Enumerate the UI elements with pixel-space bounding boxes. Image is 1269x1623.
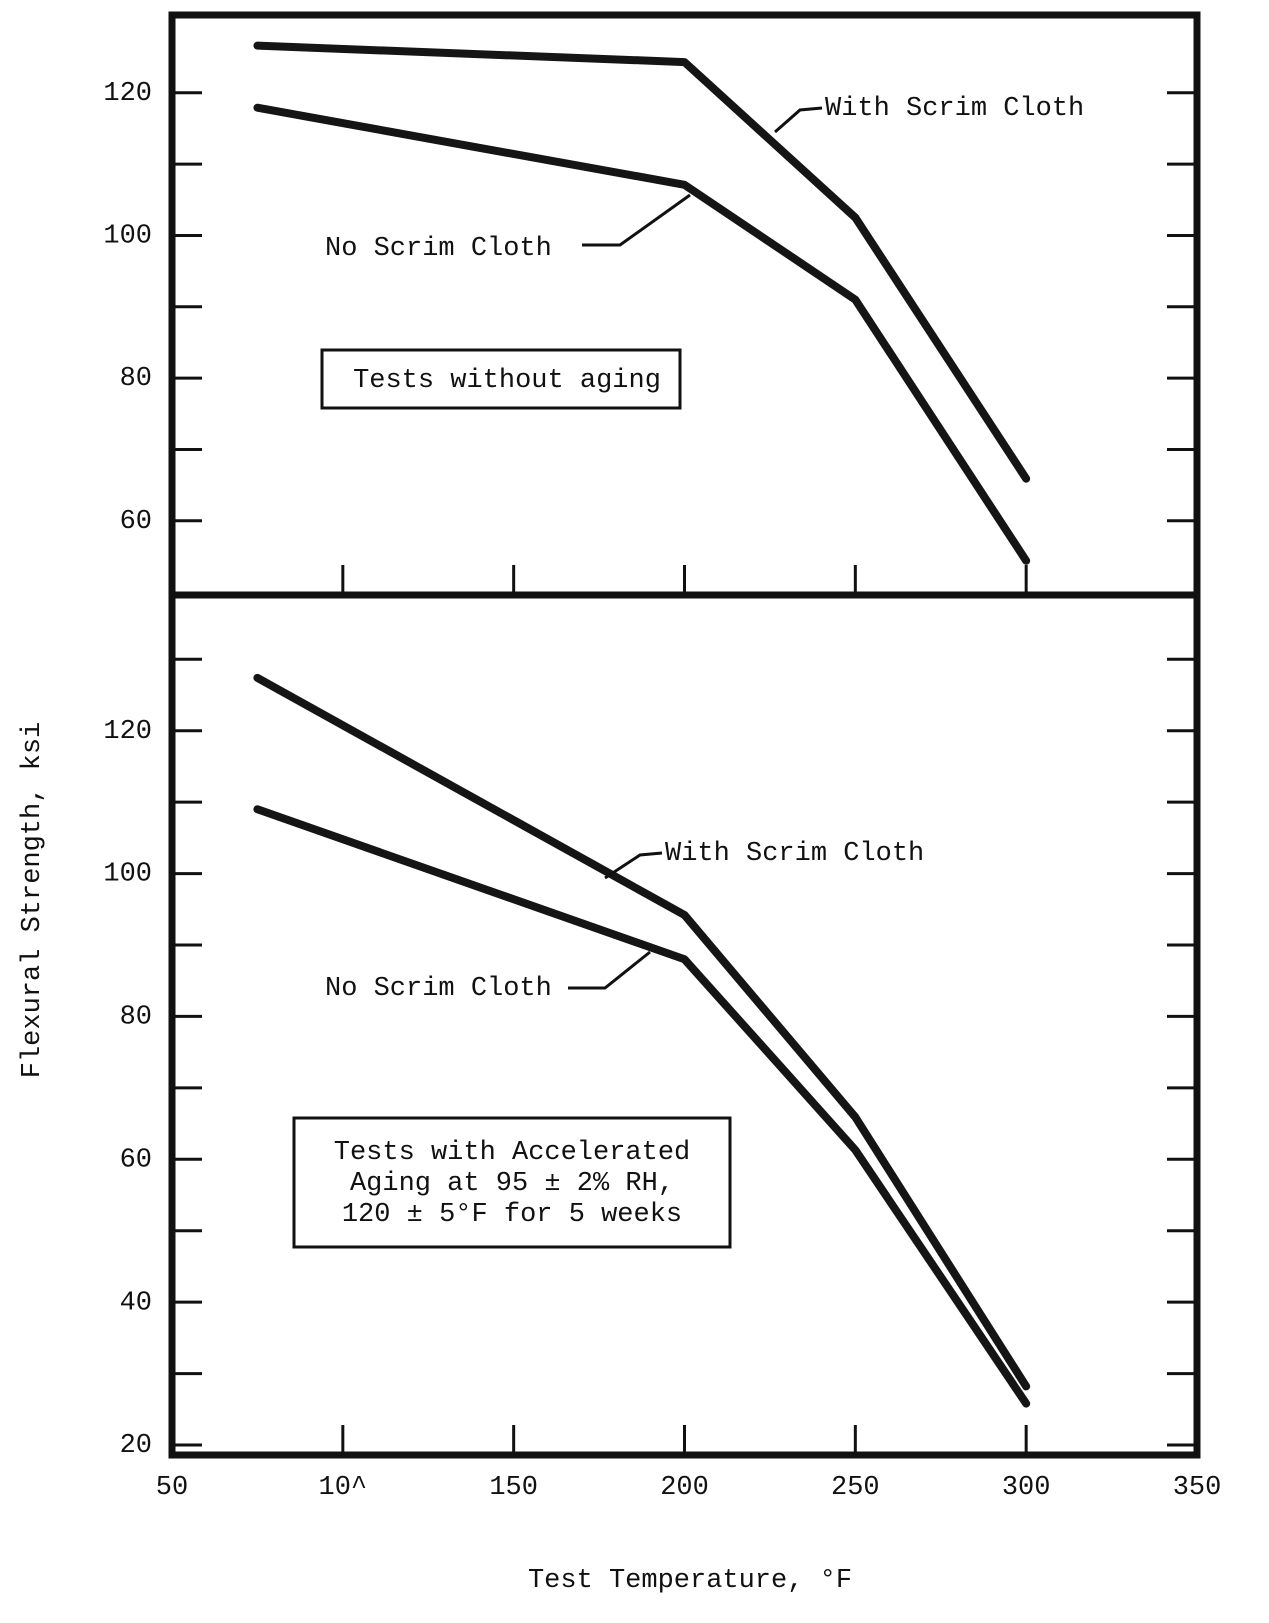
series-label: No Scrim Cloth [325,234,552,264]
x-tick-label: 50 [156,1473,188,1503]
leader-line [774,106,823,134]
y-tick-label: 100 [103,222,152,252]
annotation-text: Tests without aging [353,366,661,396]
series-label: No Scrim Cloth [325,974,552,1004]
series-line [253,103,1031,565]
x-tick-label: 350 [1173,1473,1222,1503]
y-tick-label: 60 [120,507,152,537]
x-tick-label: 10^ [319,1473,368,1503]
y-tick-label: 60 [120,1145,152,1175]
annotation-box [320,348,682,410]
y-tick-label: 120 [103,717,152,747]
x-tick-label: 300 [1002,1473,1051,1503]
leader-line [604,851,663,880]
series-line [253,673,1031,1391]
x-tick-label: 150 [489,1473,538,1503]
annotation-text: 120 ± 5°F for 5 weeks [342,1200,682,1230]
y-tick-label: 80 [120,1003,152,1033]
y-tick-label: 120 [103,79,152,109]
x-axis-label: Test Temperature, °F [528,1566,852,1596]
x-tick-label: 250 [831,1473,880,1503]
series-label: With Scrim Cloth [665,839,924,869]
annotation-text: Tests with Accelerated [334,1138,690,1168]
y-tick-label: 40 [120,1288,152,1318]
y-tick-label: 20 [120,1431,152,1461]
leader-line [582,193,691,247]
series-line [253,805,1031,1408]
panel-frame [168,591,1201,1459]
y-tick-label: 100 [103,860,152,890]
y-tick-label: 80 [120,364,152,394]
annotation-text: Aging at 95 ± 2% RH, [350,1169,674,1199]
leader-line [568,950,651,990]
annotation-box [292,1116,732,1249]
series-label: With Scrim Cloth [825,94,1084,124]
x-tick-label: 200 [660,1473,709,1503]
y-axis-label: Flexural Strength, ksi [18,722,48,1078]
series-line [253,41,1031,483]
